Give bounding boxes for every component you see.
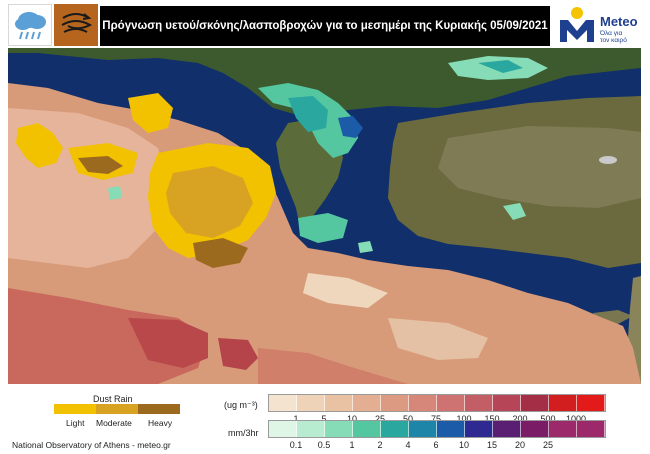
dust-tick: 100 [456, 414, 472, 424]
dust-scale-cell [409, 395, 437, 411]
precip-scale-cell [409, 421, 437, 437]
precip-tick: 0.5 [317, 440, 331, 450]
dust-tick: 10 [346, 414, 358, 424]
precip-scale-cell [381, 421, 409, 437]
precip-scale-cell [353, 421, 381, 437]
precip-scale-cell [465, 421, 493, 437]
dust-scale-cell [493, 395, 521, 411]
dust-moderate-swatch [96, 404, 138, 414]
dust-scale-cell [297, 395, 325, 411]
dust-scale-cell [465, 395, 493, 411]
logo-m-icon [560, 20, 594, 42]
dust-tick: 50 [402, 414, 414, 424]
dust-scale-cell [521, 395, 549, 411]
dust-heavy-swatch [138, 404, 180, 414]
precip-scale-cell [325, 421, 353, 437]
logo-tagline: Όλα για τον καιρό [600, 30, 627, 44]
precip-tick: 4 [405, 440, 411, 450]
precip-tick: 1 [349, 440, 355, 450]
dust-tick: 1000 [565, 414, 587, 424]
dust-scale-cell [381, 395, 409, 411]
precip-scale-cell [521, 421, 549, 437]
precip-tick: 6 [433, 440, 439, 450]
precip-scale-cell [549, 421, 577, 437]
sun-icon [571, 7, 583, 19]
precip-scale-cell [269, 421, 297, 437]
precip-tick: 20 [514, 440, 526, 450]
dust-heavy-label: Heavy [148, 418, 173, 428]
precip-scale-cell [577, 421, 605, 437]
dust-tick: 1 [293, 414, 299, 424]
dust-unit-label: (ug m⁻³) [224, 400, 258, 410]
dust-scale-cell [353, 395, 381, 411]
forecast-map [8, 48, 641, 384]
precip-tick: 10 [458, 440, 470, 450]
precip-scale-ticks: 0.1 0.5 1 2 4 6 10 15 20 25 [268, 440, 604, 452]
precip-tick: 0.1 [289, 440, 303, 450]
dust-tick: 200 [512, 414, 528, 424]
dust-scale-cell [269, 395, 297, 411]
rain-cloud-icon [8, 4, 52, 46]
precip-scale-cell [297, 421, 325, 437]
dust-tick: 500 [540, 414, 556, 424]
precip-scale-cell [493, 421, 521, 437]
dust-tick: 75 [430, 414, 442, 424]
dust-concentration-scale [268, 394, 606, 412]
dust-scale-cell [325, 395, 353, 411]
precip-tick: 2 [377, 440, 383, 450]
precipitation-scale [268, 420, 606, 438]
dust-light-swatch [54, 404, 96, 414]
meteo-logo: Meteo Όλα για τον καιρό [554, 4, 644, 46]
dust-scale-cell [437, 395, 465, 411]
dust-rain-title: Dust Rain [93, 394, 133, 404]
dust-tick: 150 [484, 414, 500, 424]
dust-light-label: Light [66, 418, 85, 428]
dust-scale-cell [577, 395, 605, 411]
precip-tick: 25 [542, 440, 554, 450]
footer-credit: National Observatory of Athens - meteo.g… [12, 440, 171, 450]
page-title: Πρόγνωση υετού/σκόνης/λασποβροχών για το… [100, 6, 550, 46]
precip-tick: 15 [486, 440, 498, 450]
dust-moderate-label: Moderate [96, 418, 132, 428]
dust-tick: 25 [374, 414, 386, 424]
dust-scale-ticks: 1 5 10 25 50 75 100 150 200 500 1000 [268, 414, 604, 426]
map-canvas [8, 48, 641, 384]
header: Πρόγνωση υετού/σκόνης/λασποβροχών για το… [0, 0, 650, 48]
precip-scale-cell [437, 421, 465, 437]
precip-unit-label: mm/3hr [228, 428, 259, 438]
dust-swirl-icon [54, 4, 98, 46]
logo-name: Meteo [600, 14, 638, 29]
dust-scale-cell [549, 395, 577, 411]
dust-tick: 5 [321, 414, 327, 424]
